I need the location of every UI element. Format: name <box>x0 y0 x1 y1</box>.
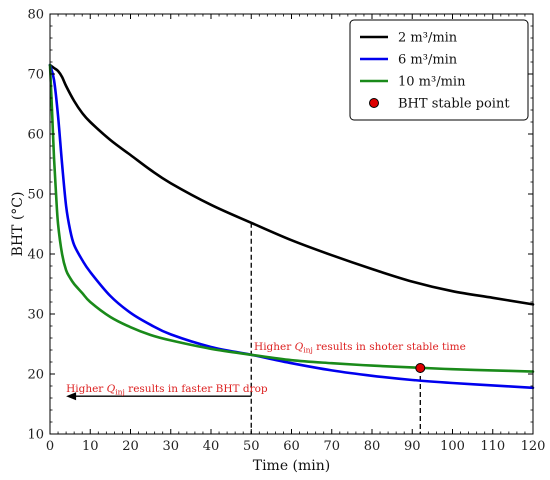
annotation-text: Higher Qinj results in faster BHT drop <box>66 383 268 397</box>
x-axis-label: Time (min) <box>253 458 331 474</box>
x-tick-label: 40 <box>203 439 220 454</box>
y-tick-label: 60 <box>27 128 44 143</box>
x-tick-label: 100 <box>440 439 465 454</box>
annotation-layer: Higher Qinj results in shoter stable tim… <box>66 341 466 401</box>
x-tick-label: 10 <box>82 439 99 454</box>
x-tick-label: 80 <box>364 439 381 454</box>
legend-label-stable-point: BHT stable point <box>398 97 510 112</box>
annotation-symbol: Q <box>295 341 304 353</box>
reference-lines <box>250 222 421 434</box>
x-tick-label: 70 <box>323 439 340 454</box>
series-line-1 <box>48 63 535 306</box>
y-tick-label: 10 <box>27 428 44 443</box>
legend-label-3: 10 m³/min <box>398 75 466 90</box>
series-layer <box>48 63 535 390</box>
stable-point-marker <box>415 363 426 373</box>
x-tick-label: 60 <box>283 439 300 454</box>
y-tick-label: 50 <box>27 188 44 203</box>
y-tick-label: 80 <box>27 8 44 23</box>
y-axis-label: BHT (°C) <box>10 192 26 257</box>
x-tick-label: 50 <box>243 439 260 454</box>
x-tick-label: 90 <box>404 439 421 454</box>
x-tick-label: 30 <box>162 439 179 454</box>
annotation-subscript: inj <box>115 388 125 397</box>
series-line-2 <box>48 63 535 390</box>
legend-box <box>349 19 529 121</box>
y-tick-label: 70 <box>27 68 44 83</box>
annotation-text: Higher Qinj results in shoter stable tim… <box>254 341 466 355</box>
x-tick-label: 0 <box>46 439 54 454</box>
x-tick-label: 110 <box>480 439 505 454</box>
annotation-symbol: Q <box>107 383 116 395</box>
axes: 0 10 20 30 40 50 60 70 80 90 100 110 120102030405060… <box>10 8 545 475</box>
legend-swatch-stable-point <box>369 98 379 108</box>
y-tick-label: 20 <box>27 368 44 383</box>
arrow-head <box>66 392 77 401</box>
legend-label-1: 2 m³/min <box>398 31 458 46</box>
annotation-subscript: inj <box>303 346 313 355</box>
y-tick-label: 40 <box>27 248 44 263</box>
legend: 2 m³/min 6 m³/min 10 m³/min BHT stable poin… <box>349 19 529 121</box>
legend-label-2: 6 m³/min <box>398 53 458 68</box>
points-layer <box>415 363 426 373</box>
y-tick-label: 30 <box>27 308 44 323</box>
annotation-suffix: results in shoter stable time <box>313 341 466 353</box>
series-line-3 <box>48 63 535 373</box>
x-tick-label: 120 <box>521 439 546 454</box>
annotation-prefix: Higher <box>254 341 295 353</box>
annotation-suffix: results in faster BHT drop <box>125 383 268 395</box>
annotation-prefix: Higher <box>66 383 107 395</box>
x-tick-label: 20 <box>122 439 139 454</box>
